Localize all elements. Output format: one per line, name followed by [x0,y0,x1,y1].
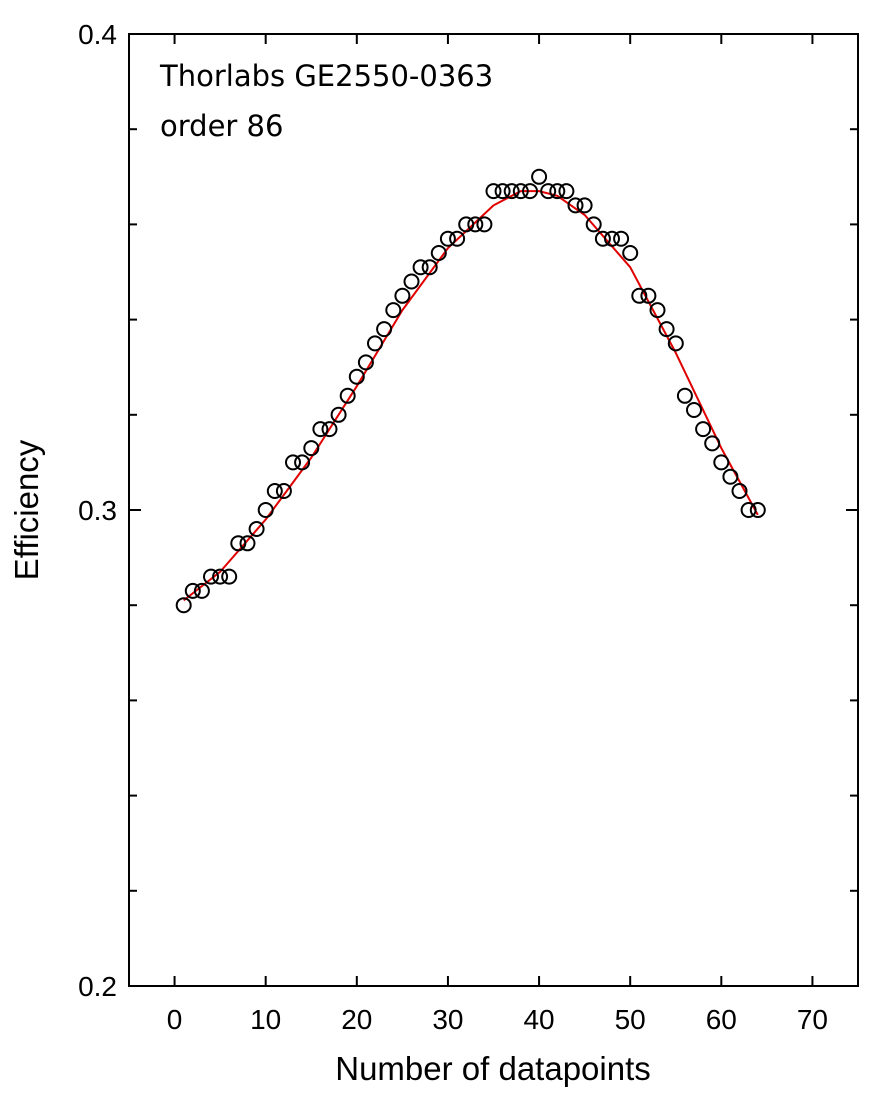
data-point [430,245,447,261]
data-point [749,502,766,518]
data-point [713,454,730,471]
plot-frame [128,33,859,987]
data-point [212,568,229,585]
data-point [321,421,338,438]
data-point [294,454,311,471]
x-tick-label: 40 [523,1004,554,1035]
data-point [512,183,529,200]
data-point [558,183,575,200]
x-tick-label: 0 [167,1004,183,1035]
data-point [667,335,684,352]
data-point [239,535,256,552]
x-tick-label: 20 [341,1004,372,1035]
data-point [485,183,502,200]
x-axis-label: Number of datapoints [335,1050,651,1087]
data-point [567,197,584,214]
data-point [695,421,712,438]
data-point [221,568,238,585]
annotation-model: Thorlabs GE2550-0363 [159,59,493,93]
x-tick-label: 10 [250,1004,281,1035]
data-point [731,483,748,499]
data-point [348,368,365,385]
data-point [193,582,210,599]
data-point [266,483,283,499]
x-tick-label: 60 [706,1004,737,1035]
data-point [458,216,475,233]
data-point [303,440,320,457]
data-point [385,302,402,319]
y-tick-label: 0.4 [78,19,117,50]
data-point [403,273,420,290]
data-point [367,335,383,352]
data-point [476,216,493,233]
data-point [722,468,739,485]
data-point [439,230,456,247]
data-point [676,387,693,404]
data-point [658,321,675,338]
fit-curve [183,190,759,602]
data-point [640,287,657,304]
data-point [285,454,301,471]
data-point [330,406,347,423]
data-point [503,183,520,200]
data-point [467,216,484,233]
x-tick-label: 30 [432,1004,463,1035]
data-point [357,354,374,371]
y-tick-label: 0.2 [78,971,117,1002]
data-point [275,483,292,499]
data-point [531,168,548,185]
x-tick-label: 50 [615,1004,646,1035]
data-point [175,597,192,614]
data-point [604,230,620,247]
data-point [412,259,429,276]
data-point [394,287,411,304]
data-point [421,259,438,276]
tick-labels-group: 0 10 20 30 40 50 60 70 0.4 0.3 0.2 [78,19,828,1035]
data-point [576,197,593,214]
data-point [549,183,566,200]
data-point [494,183,511,200]
data-point [312,421,329,438]
x-tick-label: 70 [797,1004,828,1035]
data-point [230,535,247,552]
axis-ticks [129,33,858,987]
y-tick-label: 0.3 [78,495,117,526]
data-point [686,402,702,418]
data-point [248,521,265,537]
data-point [257,502,274,518]
data-point [339,387,356,404]
annotation-order: order 86 [160,109,283,143]
data-point [376,321,393,338]
fit-curve-group [183,190,759,602]
data-point [540,183,557,200]
data-point [613,230,630,247]
data-point [649,302,666,319]
data-point [203,568,219,585]
data-point [594,230,611,247]
data-point [740,502,757,518]
data-point [704,435,721,452]
y-axis-label: Efficiency [8,439,45,580]
data-point [622,245,639,261]
data-point [585,216,602,233]
data-points-group [175,168,766,614]
data-point [522,183,538,200]
data-point [631,287,648,304]
data-point [449,230,466,247]
data-point [184,582,201,599]
